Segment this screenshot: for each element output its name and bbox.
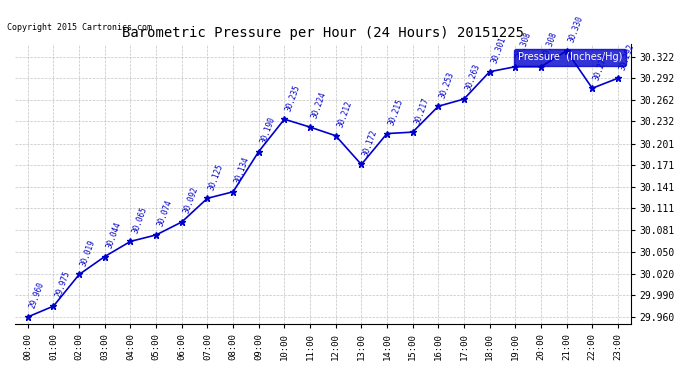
Text: 30.253: 30.253 bbox=[438, 70, 456, 99]
Text: 30.074: 30.074 bbox=[156, 199, 174, 228]
Text: 30.217: 30.217 bbox=[413, 96, 431, 125]
Text: 30.224: 30.224 bbox=[310, 91, 328, 120]
Text: 30.235: 30.235 bbox=[284, 83, 302, 112]
Text: 30.330: 30.330 bbox=[566, 15, 584, 44]
Text: 30.044: 30.044 bbox=[105, 220, 123, 250]
Text: 30.190: 30.190 bbox=[259, 116, 277, 145]
Text: 30.215: 30.215 bbox=[387, 98, 405, 127]
Text: 30.065: 30.065 bbox=[130, 206, 148, 234]
Text: 30.172: 30.172 bbox=[362, 128, 380, 158]
Text: 30.019: 30.019 bbox=[79, 238, 97, 267]
Text: Copyright 2015 Cartronics.com: Copyright 2015 Cartronics.com bbox=[7, 23, 152, 32]
Text: 30.292: 30.292 bbox=[618, 42, 636, 71]
Text: 30.308: 30.308 bbox=[541, 31, 559, 60]
Text: 30.092: 30.092 bbox=[181, 186, 199, 215]
Text: 30.134: 30.134 bbox=[233, 156, 251, 185]
Text: 30.125: 30.125 bbox=[208, 162, 226, 191]
Title: Barometric Pressure per Hour (24 Hours) 20151225: Barometric Pressure per Hour (24 Hours) … bbox=[122, 26, 524, 40]
Text: 30.301: 30.301 bbox=[490, 36, 508, 65]
Legend: Pressure  (Inches/Hg): Pressure (Inches/Hg) bbox=[514, 48, 626, 66]
Text: 30.263: 30.263 bbox=[464, 63, 482, 92]
Text: 30.308: 30.308 bbox=[515, 31, 533, 60]
Text: 30.212: 30.212 bbox=[336, 100, 354, 129]
Text: 30.278: 30.278 bbox=[592, 52, 610, 81]
Text: 29.960: 29.960 bbox=[28, 281, 46, 310]
Text: 29.975: 29.975 bbox=[54, 270, 72, 299]
